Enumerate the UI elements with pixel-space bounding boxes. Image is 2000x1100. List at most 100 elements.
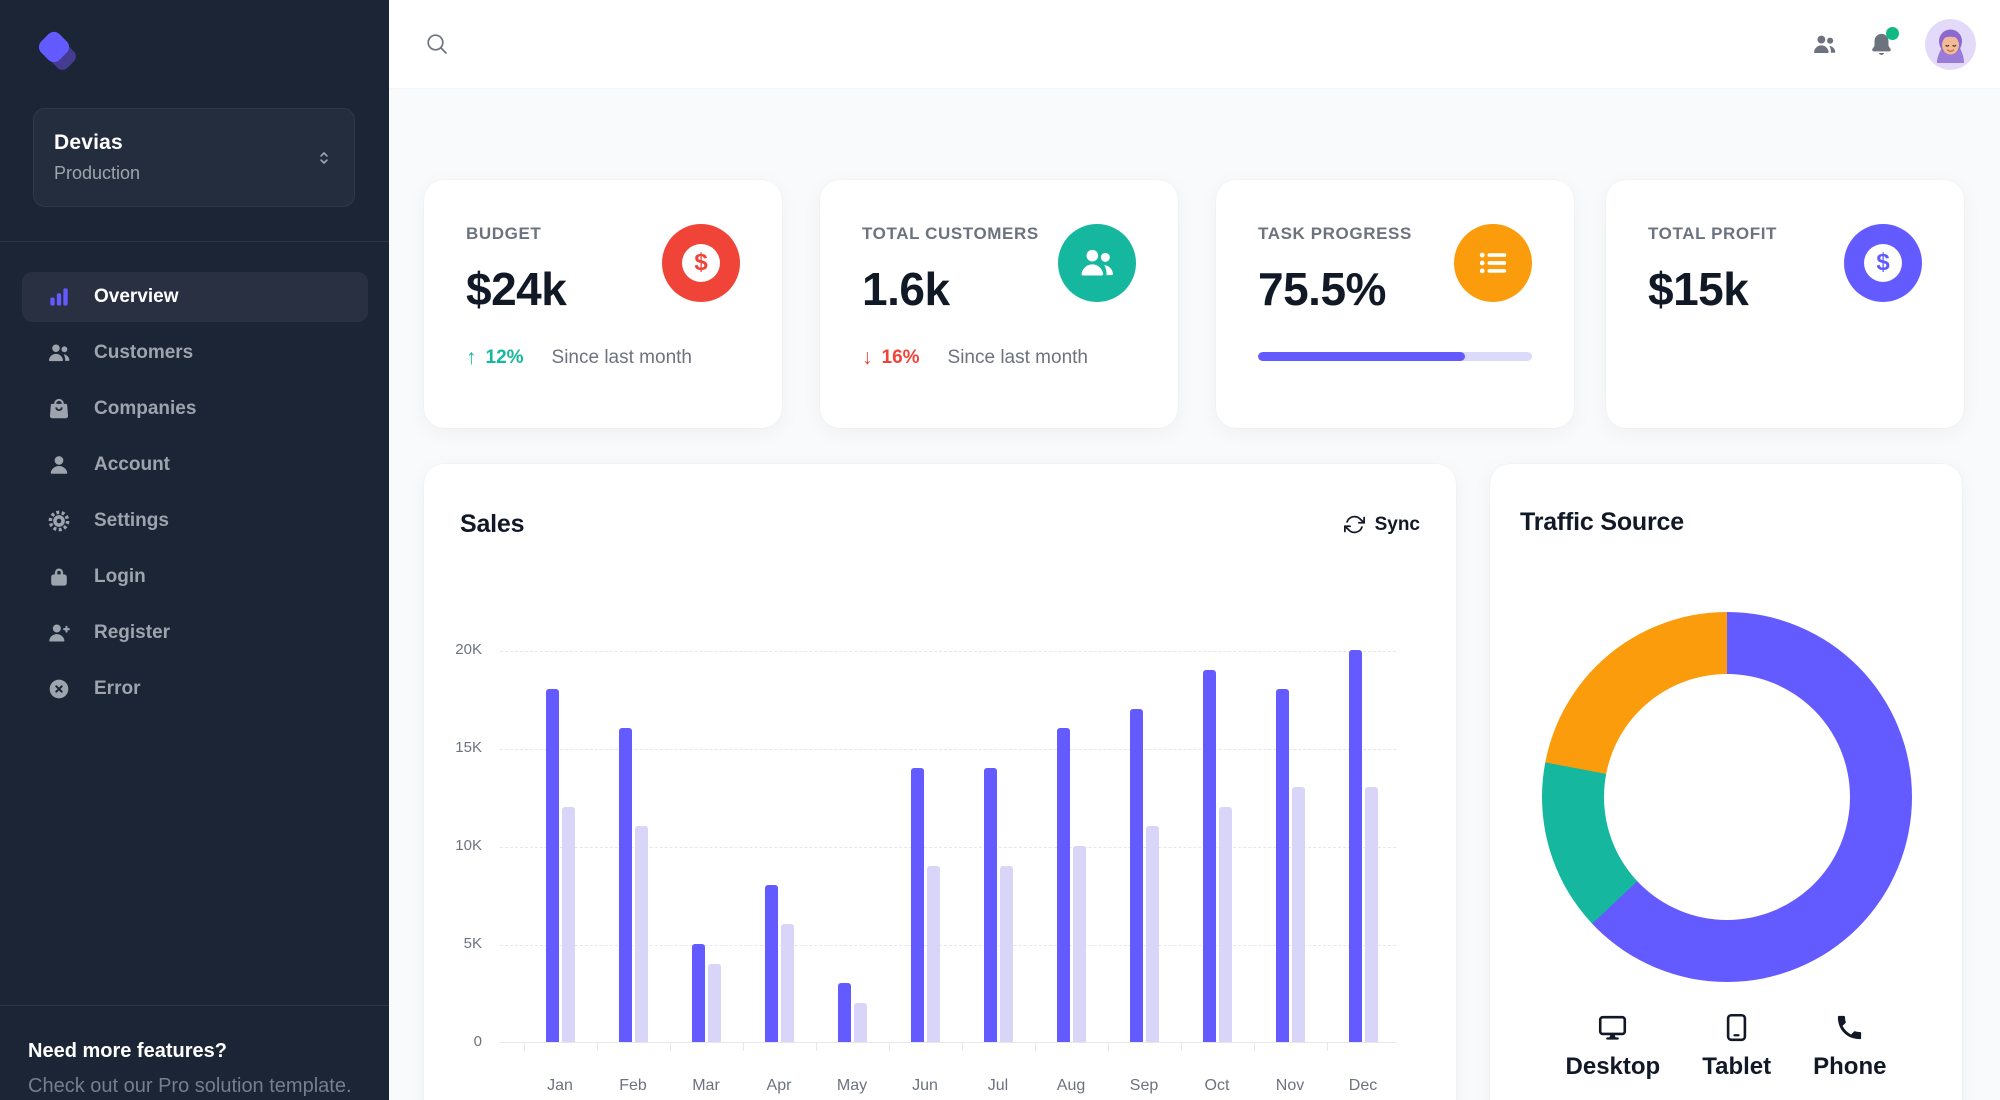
x-tick-label: Nov xyxy=(1275,1077,1305,1094)
bar-group-nov xyxy=(1275,689,1305,1042)
x-tick-label: Oct xyxy=(1204,1077,1230,1094)
bar-last-year-oct xyxy=(1218,806,1232,1042)
sidebar-item-error[interactable]: Error xyxy=(22,664,368,714)
arrow-up-icon: ↑ xyxy=(466,346,477,369)
users-icon xyxy=(1058,224,1136,302)
unfold-chevrons-icon xyxy=(314,146,334,170)
sidebar-item-label: Overview xyxy=(94,286,179,307)
trend-caption: Since last month xyxy=(551,347,692,368)
bar-last-year-dec xyxy=(1364,787,1378,1042)
bar-last-year-sep xyxy=(1145,826,1159,1042)
stat-label: TASK PROGRESS xyxy=(1258,224,1412,243)
axis-tick xyxy=(961,1043,963,1051)
bar-this-year-nov xyxy=(1275,689,1289,1042)
sidebar-item-login[interactable]: Login xyxy=(22,552,368,602)
sidebar-item-companies[interactable]: Companies xyxy=(22,384,368,434)
sync-button[interactable]: Sync xyxy=(1343,513,1420,536)
search-icon[interactable] xyxy=(424,31,450,57)
notification-dot xyxy=(1886,26,1899,40)
stat-value: 75.5% xyxy=(1258,263,1386,315)
lock-icon xyxy=(46,564,72,590)
bar-this-year-sep xyxy=(1129,708,1143,1042)
traffic-title: Traffic Source xyxy=(1520,508,1684,536)
trend-percent: 12% xyxy=(485,347,524,368)
legend-phone: Phone xyxy=(1813,1012,1886,1081)
x-tick-label: Sep xyxy=(1129,1077,1159,1094)
progress-bar xyxy=(1258,352,1532,361)
x-tick-label: Apr xyxy=(766,1077,792,1094)
bar-group-aug xyxy=(1056,728,1086,1042)
bar-this-year-mar xyxy=(691,944,705,1042)
phone-icon xyxy=(1834,1012,1865,1043)
sales-bar-chart xyxy=(500,650,1396,1051)
workspace-selector[interactable]: Devias Production xyxy=(33,108,355,207)
axis-tick xyxy=(1107,1043,1109,1051)
workspace-name: Devias xyxy=(54,131,123,154)
axis-tick xyxy=(1326,1043,1328,1051)
axis-tick xyxy=(1034,1043,1036,1051)
bar-this-year-dec xyxy=(1348,650,1362,1042)
app-logo-icon[interactable] xyxy=(35,30,81,76)
bar-this-year-apr xyxy=(764,885,778,1042)
trend-row: ↑ 12% Since last month xyxy=(466,346,740,370)
sidebar-footer-divider xyxy=(0,1005,389,1006)
bar-this-year-jun xyxy=(910,767,924,1042)
sync-refresh-icon xyxy=(1343,514,1365,535)
stat-value: $24k xyxy=(466,263,567,315)
y-tick-label: 5K xyxy=(463,935,482,952)
x-tick-label: Jun xyxy=(912,1077,938,1094)
sidebar-nav: Overview Customers xyxy=(22,272,368,720)
users-icon xyxy=(46,340,72,366)
bar-group-jan xyxy=(545,689,575,1042)
progress-fill xyxy=(1258,352,1465,361)
topbar-actions xyxy=(1811,0,1976,88)
bar-this-year-jan xyxy=(545,689,559,1042)
avatar[interactable] xyxy=(1925,18,1976,70)
axis-tick xyxy=(815,1043,817,1051)
sidebar-footer-title: Need more features? xyxy=(28,1040,227,1062)
y-tick-label: 10K xyxy=(455,837,482,854)
dollar-icon: $ xyxy=(662,224,740,302)
workspace-environment: Production xyxy=(54,163,141,183)
bar-last-year-apr xyxy=(780,924,794,1042)
bar-last-year-may xyxy=(853,1002,867,1042)
trend-percent: 16% xyxy=(881,347,920,368)
total-customers-card: TOTAL CUSTOMERS 1.6k ↓ 16% Since last mo… xyxy=(820,180,1178,428)
axis-tick xyxy=(596,1043,598,1051)
user-plus-icon xyxy=(46,620,72,646)
axis-tick xyxy=(888,1043,890,1051)
sidebar-item-settings[interactable]: Settings xyxy=(22,496,368,546)
gear-icon xyxy=(46,508,72,534)
legend-label: Desktop xyxy=(1565,1053,1661,1080)
bar-group-mar xyxy=(691,944,721,1042)
stat-label: TOTAL CUSTOMERS xyxy=(862,224,1039,243)
bar-last-year-jan xyxy=(561,806,575,1042)
stat-label: TOTAL PROFIT xyxy=(1648,224,1778,243)
contacts-users-icon[interactable] xyxy=(1811,31,1838,58)
sync-label: Sync xyxy=(1374,513,1420,535)
sidebar-item-register[interactable]: Register xyxy=(22,608,368,658)
tablet-icon xyxy=(1721,1012,1752,1043)
sidebar-item-account[interactable]: Account xyxy=(22,440,368,490)
trend-row: ↓ 16% Since last month xyxy=(862,346,1136,370)
bar-last-year-feb xyxy=(634,826,648,1042)
x-tick-label: Feb xyxy=(619,1077,647,1094)
sidebar-item-overview[interactable]: Overview xyxy=(22,272,368,322)
sales-card: Sales Sync 0 5K 10K 15K 20K Jan Feb Mar Apr May Ju… xyxy=(424,464,1456,1100)
sidebar-item-label: Login xyxy=(94,566,146,587)
bar-group-sep xyxy=(1129,708,1159,1042)
budget-card: BUDGET $24k $ ↑ 12% Since last month xyxy=(424,180,782,428)
bar-group-may xyxy=(837,983,867,1042)
gridline xyxy=(500,749,1396,750)
y-tick-label: 0 xyxy=(473,1033,482,1050)
bar-group-oct xyxy=(1202,669,1232,1042)
x-tick-label: Dec xyxy=(1348,1077,1378,1094)
bar-last-year-jun xyxy=(926,865,940,1042)
topbar xyxy=(389,0,2000,88)
sidebar-item-label: Customers xyxy=(94,342,194,363)
sidebar-item-customers[interactable]: Customers xyxy=(22,328,368,378)
bar-last-year-mar xyxy=(707,963,721,1042)
shopping-bag-icon xyxy=(46,396,72,422)
notifications-bell-icon[interactable] xyxy=(1868,26,1899,58)
